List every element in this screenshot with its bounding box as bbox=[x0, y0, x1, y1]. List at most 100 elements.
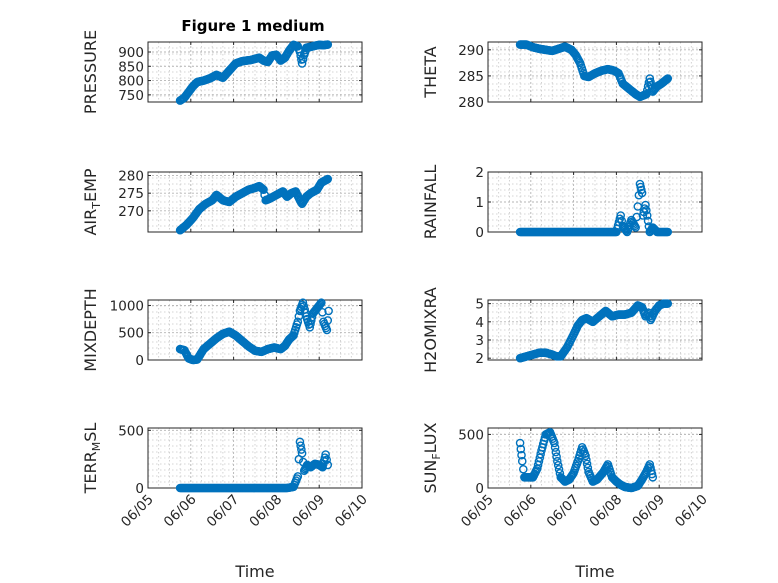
axes-box bbox=[487, 427, 703, 489]
data-point bbox=[519, 464, 528, 474]
data-point bbox=[582, 459, 592, 469]
data-point bbox=[663, 227, 673, 237]
grid bbox=[487, 299, 703, 361]
data-point bbox=[581, 451, 590, 461]
subplot-h2omixra: 2 3 4 5 H2OMIXRA bbox=[421, 287, 703, 373]
data-point bbox=[632, 212, 642, 222]
data-point bbox=[550, 443, 560, 452]
x-tick-label: 06/06 bbox=[161, 492, 200, 531]
series-markers bbox=[515, 40, 673, 102]
y-axis-label: SUNFLUX bbox=[421, 422, 443, 493]
data-point bbox=[516, 444, 526, 454]
y-axis-label: MIXDEPTH bbox=[81, 288, 100, 371]
data-point bbox=[637, 188, 647, 198]
y-axis-label: RAINFALL bbox=[421, 165, 440, 240]
y-tick-label: 0 bbox=[135, 353, 144, 369]
data-point bbox=[552, 452, 561, 461]
grid bbox=[147, 41, 363, 103]
data-point bbox=[553, 456, 562, 466]
x-axis-label: Time bbox=[234, 562, 274, 581]
x-tick-label: 06/09 bbox=[629, 492, 668, 531]
axes-box bbox=[147, 299, 363, 361]
axes-box bbox=[487, 299, 703, 361]
y-tick-label: 500 bbox=[458, 427, 484, 443]
data-point bbox=[551, 447, 561, 457]
data-point bbox=[553, 460, 563, 470]
subplot-rainfall: 0 1 2 RAINFALL bbox=[421, 165, 703, 241]
y-tick-label: 2 bbox=[475, 351, 484, 367]
data-point bbox=[293, 317, 303, 327]
y-axis-label: TERRMSL bbox=[81, 423, 103, 495]
data-point bbox=[297, 449, 307, 458]
data-point bbox=[323, 316, 333, 325]
x-tick-label: 06/10 bbox=[332, 492, 371, 531]
data-point bbox=[316, 299, 325, 309]
data-point bbox=[317, 298, 326, 308]
y-tick-label: 800 bbox=[118, 74, 144, 90]
data-point bbox=[642, 205, 651, 215]
y-tick-label: 750 bbox=[118, 88, 144, 104]
subplot-terr-msl: 0 500 06/05 06/06 06/07 06/08 06/09 06/10 Time TE… bbox=[81, 423, 371, 581]
data-point bbox=[293, 472, 303, 481]
data-point bbox=[322, 325, 332, 335]
data-point bbox=[643, 216, 653, 226]
subplot-mixdepth: 0 500 1000 MIXDEPTH bbox=[81, 288, 363, 372]
y-tick-label: 850 bbox=[118, 59, 144, 75]
x-tick-label: 06/05 bbox=[458, 492, 497, 531]
series-markers bbox=[175, 40, 333, 105]
x-tick-label: 06/06 bbox=[501, 492, 540, 531]
y-tick-label: 0 bbox=[135, 481, 144, 497]
y-tick-label: 285 bbox=[458, 69, 484, 85]
series-markers bbox=[515, 179, 673, 237]
data-point bbox=[296, 441, 305, 450]
y-tick-label: 500 bbox=[118, 326, 144, 342]
axes-box bbox=[147, 41, 363, 103]
subplot-theta: 280 285 290 THETA bbox=[421, 40, 703, 111]
data-point bbox=[631, 223, 640, 232]
x-tick-label: 06/10 bbox=[672, 492, 711, 531]
axes-box bbox=[487, 41, 703, 103]
y-tick-label: 290 bbox=[458, 43, 484, 59]
data-point bbox=[550, 438, 559, 448]
data-point bbox=[323, 460, 333, 470]
data-point bbox=[295, 437, 305, 447]
data-point bbox=[323, 174, 333, 184]
data-point bbox=[259, 185, 268, 194]
x-axis-label: Time bbox=[574, 562, 614, 581]
data-point bbox=[297, 59, 307, 68]
grid bbox=[487, 171, 703, 233]
data-point bbox=[554, 464, 564, 474]
data-point bbox=[663, 299, 673, 308]
y-tick-label: 4 bbox=[475, 315, 484, 331]
y-tick-label: 280 bbox=[458, 95, 484, 111]
x-tick-label: 06/07 bbox=[204, 492, 243, 531]
data-point bbox=[297, 445, 306, 454]
series-markers bbox=[175, 437, 333, 493]
data-point bbox=[648, 472, 658, 482]
y-tick-label: 3 bbox=[475, 333, 484, 349]
data-point bbox=[315, 300, 324, 310]
data-point bbox=[321, 450, 330, 459]
y-tick-label: 900 bbox=[118, 45, 144, 61]
x-tick-label: 06/08 bbox=[586, 492, 625, 531]
y-tick-label: 2 bbox=[475, 165, 484, 181]
data-point bbox=[641, 200, 650, 210]
data-point bbox=[515, 438, 525, 448]
x-tick-label: 06/07 bbox=[544, 492, 583, 531]
data-point bbox=[517, 450, 526, 460]
y-axis-label: H2OMIXRA bbox=[421, 287, 440, 373]
y-tick-label: 0 bbox=[475, 481, 484, 497]
y-tick-label: 280 bbox=[118, 169, 144, 185]
data-point bbox=[322, 455, 331, 465]
series-markers bbox=[175, 174, 333, 235]
y-axis-label: AIRTEMP bbox=[81, 168, 103, 235]
data-point bbox=[663, 74, 673, 83]
y-tick-label: 500 bbox=[118, 423, 144, 439]
series-markers bbox=[515, 427, 658, 493]
data-point bbox=[582, 455, 591, 465]
data-point bbox=[583, 463, 593, 473]
data-point bbox=[323, 40, 333, 49]
